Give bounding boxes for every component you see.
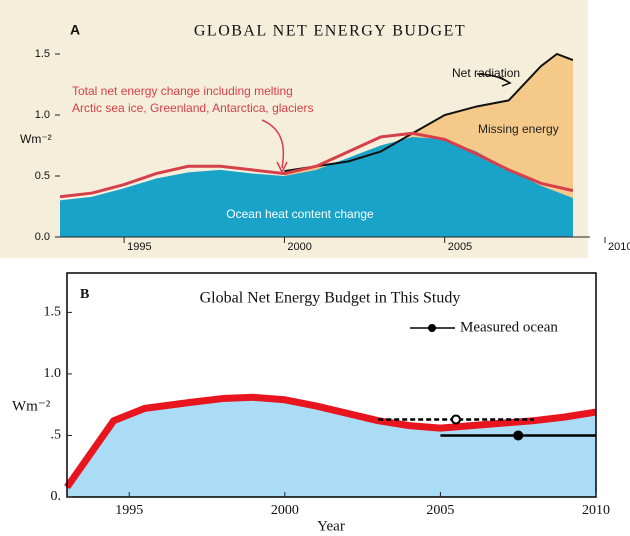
- x-tick-label: 2000: [287, 241, 311, 253]
- x-tick-label: 1995: [115, 503, 143, 518]
- y-tick-label: 1.5: [35, 48, 50, 60]
- x-tick-label: 2005: [426, 503, 454, 518]
- measurement-point: [450, 414, 461, 425]
- x-tick-label: 2010: [582, 503, 610, 518]
- annotation-arrow: [261, 119, 285, 169]
- plot-frame: [66, 272, 597, 498]
- line: [284, 52, 574, 173]
- panel-a: 1995 2000 2005 2010 0.0 0.5 1.0 1.5: [35, 48, 630, 253]
- series-label: Ocean heat content change: [226, 207, 374, 221]
- y-tick-label: 0.5: [35, 170, 50, 182]
- x-tick-label: 1995: [127, 241, 151, 253]
- area: [67, 397, 596, 497]
- y-tick-label: .5: [51, 428, 62, 443]
- y-tick-label: 1.5: [44, 305, 62, 320]
- annotation: Arctic sea ice, Greenland, Antarctica, g…: [72, 101, 313, 115]
- x-tick-label: 2005: [448, 241, 472, 253]
- y-tick-label: 1.0: [44, 366, 62, 381]
- legend-label: Measured ocean: [460, 319, 558, 335]
- annotation: Total net energy change including meltin…: [72, 84, 293, 98]
- annotation: Missing energy: [478, 122, 559, 136]
- y-axis-label: Wm⁻²: [12, 398, 51, 414]
- panel-label: A: [70, 22, 80, 38]
- annotation-arrowhead: [499, 76, 512, 87]
- chart-title: GLOBAL NET ENERGY BUDGET: [194, 23, 466, 40]
- x-tick-label: 2000: [271, 503, 299, 518]
- y-tick-label: 0.: [51, 489, 62, 504]
- x-tick-label: 2010: [608, 241, 630, 253]
- series-label: Net radiation: [452, 66, 520, 80]
- chart-title: Global Net Energy Budget in This Study: [200, 290, 461, 307]
- line: [59, 131, 574, 199]
- y-tick-label: 0.0: [35, 231, 50, 243]
- panel-b: 1995 2000 2005 2010 0. .5 1.0 1.5: [44, 272, 610, 518]
- band-line: [64, 393, 597, 490]
- legend-swatch-marker: [428, 324, 436, 332]
- area: [60, 136, 573, 237]
- measurement-point: [513, 430, 524, 441]
- x-axis-label: Year: [317, 518, 345, 534]
- y-tick-label: 1.0: [35, 109, 50, 121]
- panel-label: B: [80, 287, 89, 302]
- y-axis-label: Wm⁻²: [20, 132, 52, 146]
